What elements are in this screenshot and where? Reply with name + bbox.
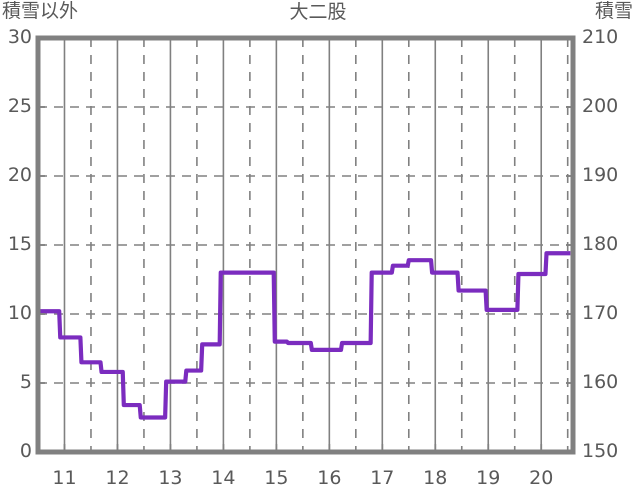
x-axis-tick-13: 13 — [158, 467, 183, 489]
x-axis-tick-16: 16 — [317, 467, 342, 489]
y-axis-tick-left-20: 20 — [7, 164, 32, 186]
y-axis-tick-right-190: 190 — [582, 164, 619, 186]
chart-title: 大二股 — [289, 1, 347, 23]
y-axis-tick-right-200: 200 — [582, 95, 619, 117]
right-axis-title: 積雪 — [594, 0, 633, 22]
x-axis-tick-12: 12 — [105, 467, 130, 489]
x-axis-tick-18: 18 — [423, 467, 448, 489]
y-axis-tick-right-170: 170 — [582, 302, 619, 324]
x-axis-tick-20: 20 — [529, 467, 554, 489]
y-axis-tick-right-210: 210 — [582, 26, 619, 48]
y-axis-tick-left-25: 25 — [7, 95, 32, 117]
left-axis-title: 積雪以外 — [2, 0, 79, 22]
y-axis-tick-left-0: 0 — [19, 440, 32, 462]
y-axis-tick-right-150: 150 — [582, 440, 619, 462]
x-axis-tick-15: 15 — [264, 467, 289, 489]
y-axis-tick-left-15: 15 — [7, 233, 32, 255]
x-axis-tick-19: 19 — [476, 467, 501, 489]
x-axis-tick-14: 14 — [211, 467, 236, 489]
y-axis-tick-left-30: 30 — [7, 26, 32, 48]
y-axis-tick-left-5: 5 — [19, 371, 32, 393]
data-series-line-0 — [38, 251, 571, 420]
y-axis-tick-right-160: 160 — [582, 371, 619, 393]
y-axis-tick-left-10: 10 — [7, 302, 32, 324]
x-axis-tick-11: 11 — [52, 467, 77, 489]
y-axis-tick-right-180: 180 — [582, 233, 619, 255]
x-axis-tick-17: 17 — [370, 467, 395, 489]
